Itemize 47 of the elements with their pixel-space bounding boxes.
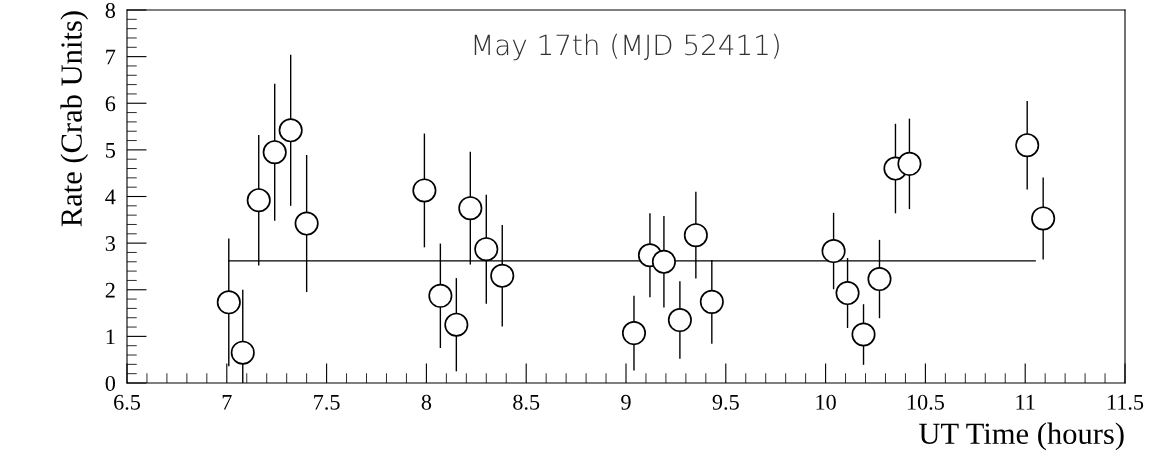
point: [851, 322, 876, 347]
point: [230, 340, 255, 365]
y-tick-label: 8: [105, 2, 116, 18]
point: [621, 321, 647, 346]
x-tick-label: 11: [1016, 394, 1035, 410]
point: [412, 178, 437, 203]
point: [1031, 206, 1056, 231]
y-tick-label: 2: [105, 282, 115, 298]
point: [651, 249, 676, 274]
y-tick-label: 6: [105, 96, 116, 112]
y-tick-label: 3: [105, 236, 116, 252]
point: [216, 290, 241, 315]
x-tick-label: 10.5: [907, 394, 944, 410]
x-tick-label: 10: [816, 394, 836, 410]
point: [897, 151, 922, 176]
point: [294, 211, 319, 236]
point: [667, 308, 692, 333]
annotation: May 17th (MJD 52411): [474, 33, 779, 61]
x-tick-label: 9.5: [712, 394, 739, 410]
point: [683, 223, 708, 248]
x-tick-label: 9: [621, 394, 631, 410]
x-tick-label: 8: [421, 394, 432, 410]
point: [278, 118, 303, 143]
y-tick-label: 5: [106, 143, 116, 158]
point: [835, 280, 860, 306]
y-tick-label: 0: [105, 375, 116, 391]
x-tick-label: 8.5: [513, 394, 540, 410]
point: [458, 196, 483, 221]
x-tick-label: 11.5: [1107, 394, 1144, 410]
point: [262, 140, 287, 165]
point: [428, 283, 453, 308]
point: [1015, 133, 1040, 158]
x-tick-label: 6.5: [114, 394, 141, 410]
point: [821, 239, 846, 264]
y-tick-label: 4: [105, 189, 116, 205]
y-tick-label: 7: [106, 49, 116, 65]
x-axis-title: UT Time (hours): [919, 422, 1124, 451]
point: [444, 312, 469, 337]
point: [867, 266, 892, 292]
x-tick-label: 7: [222, 394, 232, 410]
y-axis-title: Rate (Crab Units): [60, 11, 89, 227]
x-tick-label: 7.5: [314, 394, 340, 410]
point: [474, 237, 499, 262]
point: [699, 289, 724, 314]
y-tick-label: 1: [106, 329, 115, 345]
point: [246, 188, 271, 213]
point: [490, 263, 515, 288]
